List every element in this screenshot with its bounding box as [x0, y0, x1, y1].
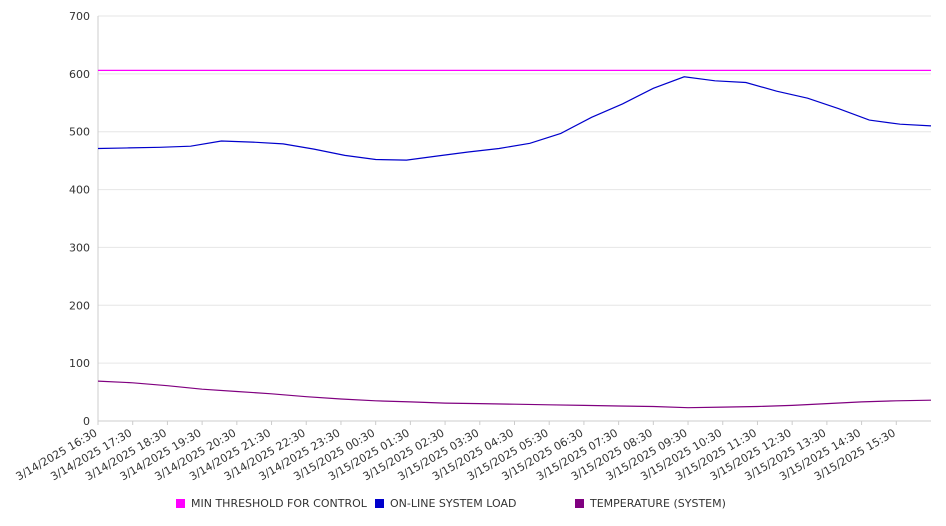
y-tick-label: 300	[69, 241, 90, 254]
legend-item-min-threshold[interactable]: MIN THRESHOLD FOR CONTROL	[176, 497, 367, 510]
y-tick-label: 500	[69, 126, 90, 139]
axes	[97, 16, 931, 425]
series-lines	[97, 69, 932, 409]
y-tick-label: 100	[69, 357, 90, 370]
legend-item-temperature[interactable]: TEMPERATURE (SYSTEM)	[575, 497, 726, 510]
legend: MIN THRESHOLD FOR CONTROL ON-LINE SYSTEM…	[0, 497, 946, 515]
system-load-line	[97, 76, 932, 161]
y-tick-label: 0	[83, 415, 90, 428]
y-tick-label: 700	[69, 10, 90, 23]
y-tick-label: 200	[69, 299, 90, 312]
legend-label-min-threshold: MIN THRESHOLD FOR CONTROL	[191, 497, 367, 510]
legend-label-temperature: TEMPERATURE (SYSTEM)	[590, 497, 726, 510]
y-tick-label: 600	[69, 68, 90, 81]
line-chart: 0 100 200 300 400 500 600 700 3/14/2025 16:303/…	[14, 10, 932, 483]
legend-item-system-load[interactable]: ON-LINE SYSTEM LOAD	[375, 497, 516, 510]
legend-label-system-load: ON-LINE SYSTEM LOAD	[390, 497, 517, 510]
temperature-line	[97, 380, 932, 409]
legend-swatch-system-load	[375, 499, 384, 508]
legend-swatch-min-threshold	[176, 499, 185, 508]
grid-lines	[98, 15, 931, 364]
legend-swatch-temperature	[575, 499, 584, 508]
y-tick-label: 400	[69, 184, 90, 197]
y-tick-labels: 0 100 200 300 400 500 600 700	[69, 10, 90, 428]
x-tick-labels: 3/14/2025 16:303/14/2025 17:303/14/2025 …	[14, 426, 898, 483]
